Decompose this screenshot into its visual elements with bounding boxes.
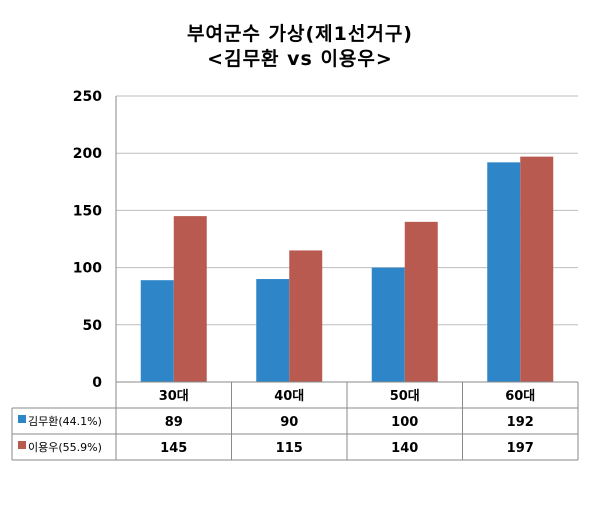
- table-value: 145: [160, 441, 187, 456]
- table-value: 100: [391, 415, 418, 430]
- y-tick-label: 0: [92, 375, 102, 391]
- table-value: 90: [280, 415, 298, 430]
- table-value: 192: [507, 415, 534, 430]
- x-tick-label: 60대: [505, 389, 535, 404]
- legend-swatch: [18, 415, 26, 423]
- x-tick-label: 40대: [274, 389, 304, 404]
- legend-swatch: [18, 441, 26, 449]
- bars: [140, 156, 554, 382]
- y-tick-label: 200: [73, 146, 102, 162]
- y-tick-label: 100: [73, 261, 102, 277]
- legend-label: 김무환(44.1%): [28, 415, 102, 428]
- y-axis: 0 50 100 150 200 250: [73, 89, 117, 391]
- table-value: 115: [276, 441, 303, 456]
- y-tick-label: 250: [73, 89, 102, 105]
- bar-1-4: [487, 162, 521, 382]
- table-value: 89: [165, 415, 183, 430]
- x-tick-label: 50대: [390, 389, 420, 404]
- bar-2-3: [404, 221, 438, 382]
- table-value: 197: [507, 441, 534, 456]
- chart-subtitle: <김무환 vs 이용우>: [207, 48, 393, 70]
- bar-2-2: [289, 250, 323, 382]
- bar-2-4: [520, 156, 554, 382]
- y-tick-label: 50: [83, 318, 103, 334]
- legend-label: 이용우(55.9%): [28, 441, 102, 454]
- table-value: 140: [391, 441, 418, 456]
- x-tick-label: 30대: [159, 389, 189, 404]
- bar-2-1: [173, 216, 207, 382]
- y-tick-label: 150: [73, 203, 102, 219]
- bar-1-3: [371, 267, 405, 382]
- chart-title: 부여군수 가상(제1선거구): [186, 23, 413, 45]
- bar-1-2: [256, 279, 290, 382]
- bar-1-1: [140, 280, 174, 382]
